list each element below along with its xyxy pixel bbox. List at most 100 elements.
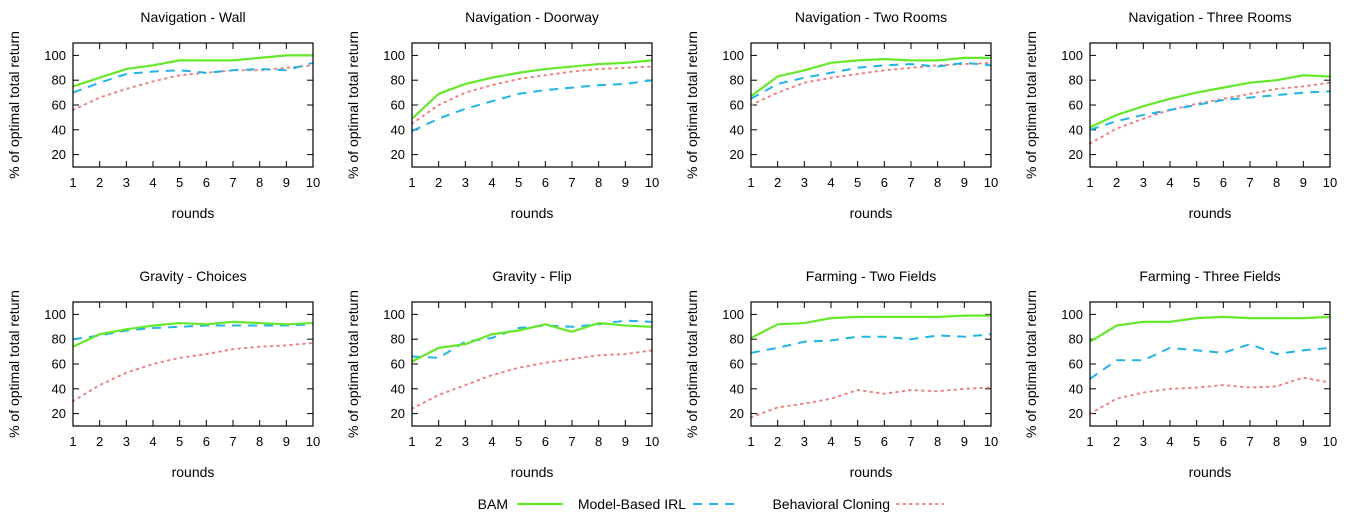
y-tick-label: 40: [52, 122, 66, 137]
series-line-model-based-irl: [411, 79, 653, 132]
plot-frame: [72, 301, 314, 427]
x-tick-label: 6: [881, 434, 888, 449]
x-tick-label: 5: [1193, 434, 1200, 449]
x-axis-label: rounds: [1189, 205, 1232, 221]
x-tick-label: 10: [1323, 175, 1337, 190]
y-tick-label: 20: [730, 406, 744, 421]
x-tick-label: 7: [1246, 434, 1253, 449]
x-tick-label: 1: [1086, 434, 1093, 449]
panels: Navigation - Wall 20 40 60 80 100 1 2 3 4 5 6 7 8 9 10 r…: [6, 9, 1337, 480]
x-tick-label: 6: [1220, 175, 1227, 190]
panel-gravity-flip: Gravity - Flip 20 40 60 80 100 1 2 3 4 5 6 7 8 9 10 roun…: [345, 268, 659, 480]
series-line-model-based-irl: [411, 319, 653, 359]
y-tick-label: 100: [1061, 307, 1083, 322]
panel-navigation-three-rooms: Navigation - Three Rooms 20 40 60 80 100 1 2 3 4 5…: [1023, 9, 1337, 221]
x-tick-label: 3: [1140, 175, 1147, 190]
series-line-behavioral-cloning: [1089, 81, 1331, 145]
plot-frame: [750, 42, 992, 168]
x-tick-label: 9: [283, 175, 290, 190]
panel-navigation-wall: Navigation - Wall 20 40 60 80 100 1 2 3 4 5 6 7 8 9 10 r…: [6, 9, 320, 221]
plot-frame: [1089, 42, 1331, 168]
x-tick-label: 3: [123, 175, 130, 190]
y-tick-label: 20: [52, 147, 66, 162]
x-tick-label: 9: [622, 175, 629, 190]
y-tick-label: 60: [1069, 98, 1083, 113]
x-tick-label: 1: [1086, 175, 1093, 190]
y-tick-label: 100: [383, 48, 405, 63]
x-tick-label: 1: [408, 175, 415, 190]
y-tick-label: 40: [730, 122, 744, 137]
x-tick-label: 8: [256, 434, 263, 449]
y-axis-label: % of optimal total return: [345, 290, 361, 438]
y-axis-label: % of optimal total return: [6, 31, 22, 179]
panel-gravity-choices: Gravity - Choices 20 40 60 80 100 1 2 3 4 5 6 7 8 9 10 r…: [6, 268, 320, 480]
x-tick-label: 3: [123, 434, 130, 449]
panel-title: Farming - Three Fields: [1139, 268, 1280, 284]
x-tick-label: 3: [801, 434, 808, 449]
x-tick-label: 9: [1300, 175, 1307, 190]
y-axis-label: % of optimal total return: [1023, 31, 1039, 179]
x-tick-label: 9: [961, 175, 968, 190]
x-tick-label: 4: [1166, 175, 1173, 190]
y-axis-label: % of optimal total return: [345, 31, 361, 179]
legend-item-bam: BAM: [478, 496, 563, 512]
x-tick-label: 10: [306, 175, 320, 190]
x-tick-label: 10: [645, 434, 659, 449]
x-tick-label: 3: [462, 175, 469, 190]
series-line-bam: [72, 320, 314, 348]
y-axis-label: % of optimal total return: [684, 31, 700, 179]
y-tick-label: 40: [391, 122, 405, 137]
y-axis-label: % of optimal total return: [1023, 290, 1039, 438]
x-tick-label: 8: [1273, 434, 1280, 449]
series-line-bam: [750, 56, 991, 98]
x-tick-label: 5: [176, 434, 183, 449]
x-axis-label: rounds: [850, 205, 893, 221]
x-tick-label: 4: [149, 434, 156, 449]
x-tick-label: 7: [1246, 175, 1253, 190]
x-tick-label: 3: [1140, 434, 1147, 449]
x-tick-label: 4: [149, 175, 156, 190]
x-tick-label: 9: [1300, 434, 1307, 449]
y-tick-label: 80: [52, 73, 66, 88]
x-tick-label: 4: [827, 175, 834, 190]
x-tick-label: 8: [934, 175, 941, 190]
y-tick-label: 80: [730, 332, 744, 347]
y-tick-label: 100: [44, 48, 66, 63]
series-line-bam: [72, 54, 313, 88]
y-tick-label: 60: [730, 98, 744, 113]
x-tick-label: 3: [462, 434, 469, 449]
x-tick-label: 6: [1220, 434, 1227, 449]
x-tick-label: 7: [907, 434, 914, 449]
x-tick-label: 2: [435, 175, 442, 190]
x-tick-label: 2: [96, 434, 103, 449]
panel-navigation-doorway: Navigation - Doorway 20 40 60 80 100 1 2 3 4 5 6 7 8 9…: [345, 9, 659, 221]
x-tick-label: 2: [774, 175, 781, 190]
x-tick-label: 10: [984, 175, 998, 190]
x-axis-label: rounds: [1189, 464, 1232, 480]
y-tick-label: 60: [391, 357, 405, 372]
y-tick-label: 20: [1069, 406, 1083, 421]
x-tick-label: 6: [203, 175, 210, 190]
x-tick-label: 10: [984, 434, 998, 449]
x-tick-label: 6: [542, 175, 549, 190]
x-tick-label: 6: [203, 434, 210, 449]
x-axis-label: rounds: [511, 205, 554, 221]
y-tick-label: 20: [52, 406, 66, 421]
legend-label: Model-Based IRL: [578, 496, 686, 512]
series-line-behavioral-cloning: [72, 64, 314, 111]
y-tick-label: 80: [1069, 332, 1083, 347]
x-tick-label: 8: [256, 175, 263, 190]
panel-title: Navigation - Two Rooms: [795, 9, 947, 25]
x-tick-label: 8: [1273, 175, 1280, 190]
panel-title: Navigation - Wall: [140, 9, 245, 25]
x-tick-label: 8: [934, 434, 941, 449]
x-tick-label: 8: [595, 434, 602, 449]
x-tick-label: 2: [435, 434, 442, 449]
series-line-behavioral-cloning: [750, 61, 992, 106]
x-tick-label: 2: [96, 175, 103, 190]
series-line-model-based-irl: [72, 61, 314, 94]
y-tick-label: 40: [1069, 122, 1083, 137]
panel-farming-three-fields: Farming - Three Fields 20 40 60 80 100 1 2 3 4 5 6 7…: [1023, 268, 1337, 480]
y-tick-label: 60: [1069, 357, 1083, 372]
